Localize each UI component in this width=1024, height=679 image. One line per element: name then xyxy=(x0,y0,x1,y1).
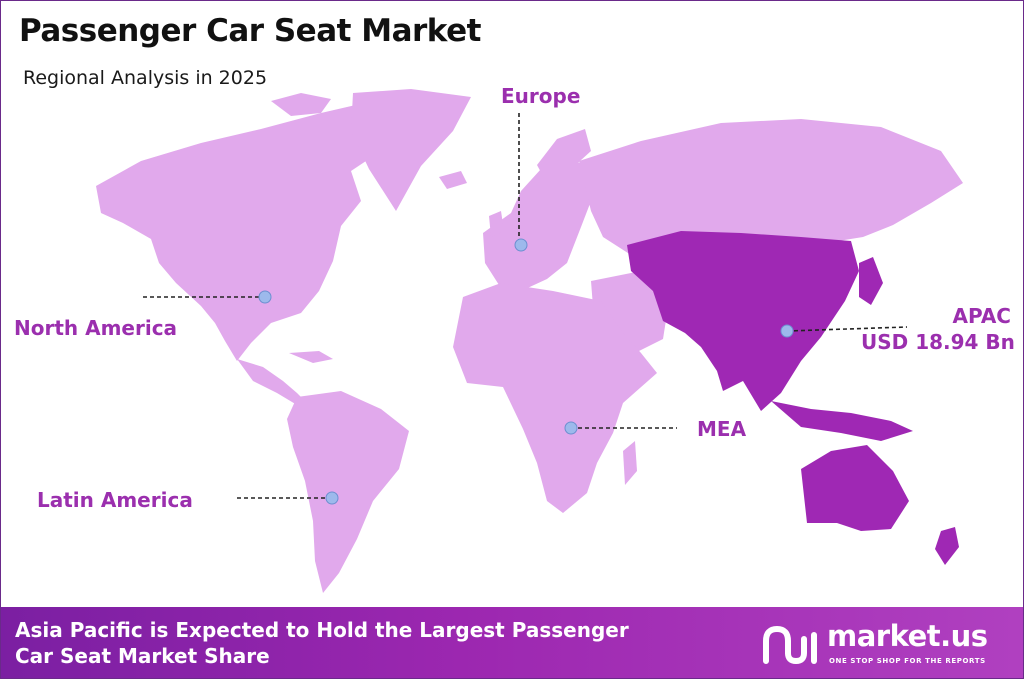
asia-pacific-land xyxy=(627,231,859,411)
footer-headline-line-1: Asia Pacific is Expected to Hold the Lar… xyxy=(15,618,629,642)
north-america-marker xyxy=(258,290,272,304)
caribbean-land xyxy=(289,351,333,363)
page-subtitle: Regional Analysis in 2025 xyxy=(23,67,268,89)
apac-label: APAC USD 18.94 Bn xyxy=(861,303,1015,355)
mea-marker xyxy=(564,421,578,435)
brand-name: market.us xyxy=(827,619,988,653)
europe-label: Europe xyxy=(501,84,581,108)
market-us-logo-icon xyxy=(763,625,817,665)
latin-america-label: Latin America xyxy=(37,488,193,512)
scandinavia-land xyxy=(537,129,591,187)
uk-land xyxy=(489,211,504,237)
footer-headline-line-2: Car Seat Market Share xyxy=(15,644,270,668)
footer-headline: Asia Pacific is Expected to Hold the Lar… xyxy=(15,617,715,669)
new-zealand-land xyxy=(935,527,959,565)
middle-east-land xyxy=(591,271,669,353)
madagascar-land xyxy=(623,441,637,485)
apac-land xyxy=(627,231,959,565)
leader-lines xyxy=(143,113,908,499)
greenland-land xyxy=(351,89,471,211)
brand-tagline: ONE STOP SHOP FOR THE REPORTS xyxy=(829,657,986,665)
footer-banner: Asia Pacific is Expected to Hold the Lar… xyxy=(1,607,1023,678)
central-america-land xyxy=(237,359,307,405)
australia-land xyxy=(801,445,909,531)
apac-leader-line xyxy=(786,326,908,332)
africa-land xyxy=(453,283,657,513)
region-markers xyxy=(258,238,794,505)
latin-america-marker xyxy=(325,491,339,505)
mea-label: MEA xyxy=(697,417,747,441)
europe-land xyxy=(483,159,601,291)
apac-marker xyxy=(780,324,794,338)
world-land xyxy=(96,89,963,593)
europe-marker xyxy=(514,238,528,252)
page-title: Passenger Car Seat Market xyxy=(19,13,481,49)
apac-market-value: USD 18.94 Bn xyxy=(861,330,1015,354)
north-america-label: North America xyxy=(14,316,178,340)
arctic-islands-land xyxy=(271,93,331,116)
apac-region-name: APAC xyxy=(952,304,1011,328)
russia-land xyxy=(579,119,963,255)
north-america-land xyxy=(96,101,393,361)
brand-logo: market.us ONE STOP SHOP FOR THE REPORTS xyxy=(761,619,1011,669)
japan-land xyxy=(859,257,883,305)
southeast-asia-islands-land xyxy=(771,401,913,441)
world-map xyxy=(96,89,963,593)
south-america-land xyxy=(287,391,409,593)
iceland-land xyxy=(439,171,467,189)
